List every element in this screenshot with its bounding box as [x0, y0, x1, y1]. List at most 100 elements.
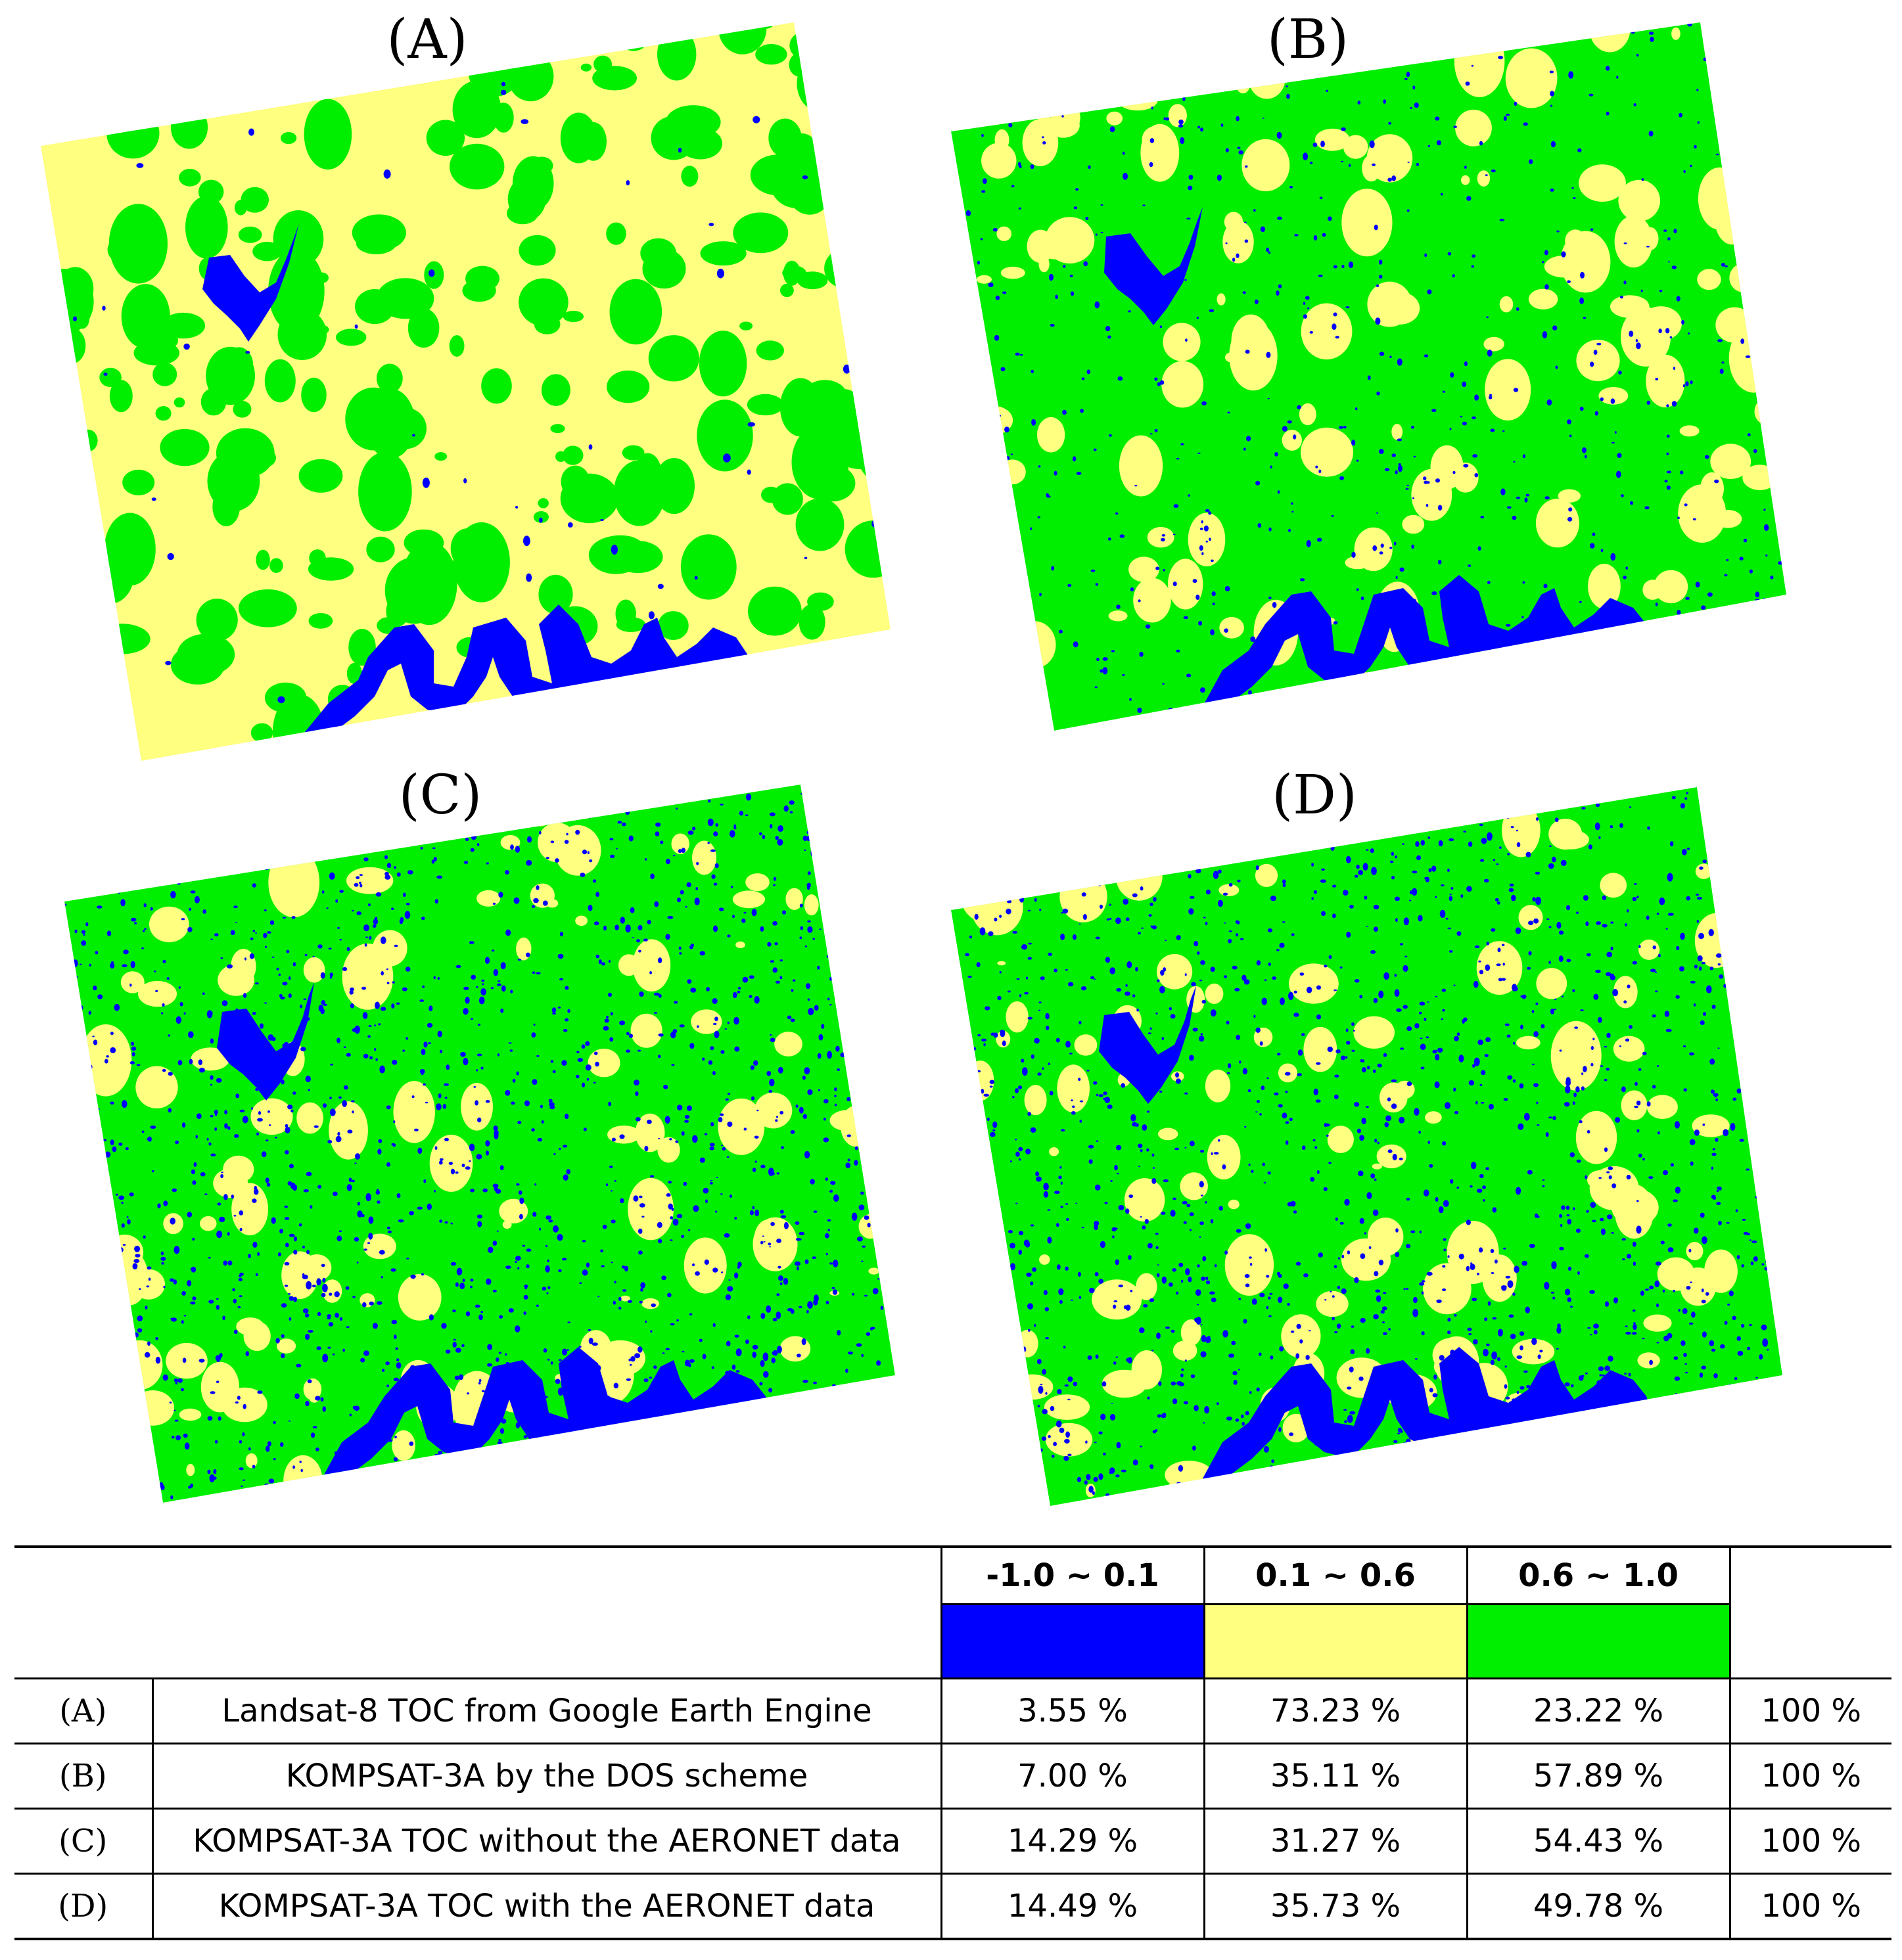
water-speckle	[1196, 316, 1199, 319]
water-speckle	[1503, 1247, 1506, 1250]
water-speckle	[371, 790, 375, 794]
water-speckle	[1636, 1404, 1642, 1411]
water-speckle	[407, 870, 413, 875]
water-speckle	[1705, 985, 1712, 993]
water-speckle	[1205, 1280, 1211, 1285]
water-speckle	[168, 1108, 172, 1113]
water-speckle	[1550, 91, 1554, 97]
water-speckle	[1497, 947, 1501, 953]
water-speckle	[1516, 842, 1521, 848]
water-speckle	[322, 1283, 328, 1292]
water-speckle	[1199, 980, 1203, 982]
water-speckle	[182, 1357, 187, 1363]
water-speckle	[679, 952, 682, 955]
water-speckle	[1395, 576, 1398, 580]
water-speckle	[1477, 546, 1481, 551]
water-speckle	[1495, 898, 1499, 901]
water-speckle	[1747, 433, 1751, 437]
water-speckle	[969, 393, 971, 396]
water-speckle	[1450, 1361, 1456, 1365]
water-speckle	[1331, 514, 1334, 517]
water-speckle	[1504, 787, 1510, 795]
water-speckle	[1200, 1149, 1205, 1153]
water-speckle	[1173, 1197, 1176, 1200]
bare-patch	[515, 1489, 531, 1503]
water-speckle	[1691, 1311, 1696, 1318]
water-speckle	[1403, 1005, 1408, 1009]
water-speckle	[1557, 1323, 1561, 1328]
water-speckle	[389, 823, 392, 827]
water-speckle	[720, 1145, 724, 1147]
water-speckle	[421, 917, 425, 921]
water-speckle	[1106, 918, 1109, 921]
bare-patch	[1039, 1254, 1050, 1265]
water-speckle	[1341, 127, 1346, 131]
water-speckle	[1437, 505, 1443, 511]
water-speckle	[1364, 790, 1370, 796]
water-speckle	[561, 1060, 567, 1066]
water-speckle	[434, 1453, 439, 1457]
bare-patch	[1753, 621, 1786, 687]
water-speckle	[213, 790, 219, 794]
water-speckle	[1324, 652, 1328, 654]
water-speckle	[1109, 903, 1111, 906]
water-speckle	[1176, 457, 1180, 460]
water-speckle	[1201, 552, 1204, 555]
water-speckle	[515, 846, 521, 853]
water-speckle	[1718, 1221, 1722, 1225]
water-speckle	[283, 793, 287, 798]
water-speckle	[439, 1158, 444, 1161]
water-speckle	[269, 1124, 271, 1126]
water-speckle	[361, 986, 367, 990]
ndvi-map-a	[41, 22, 891, 761]
water-speckle	[1218, 1139, 1220, 1142]
water-speckle	[499, 1165, 504, 1170]
water-speckle	[262, 1151, 267, 1158]
water-speckle	[252, 1198, 257, 1203]
water-speckle	[354, 1237, 360, 1242]
water-speckle	[738, 1486, 744, 1493]
water-speckle	[155, 1356, 161, 1364]
water-speckle	[534, 1456, 538, 1461]
water-speckle	[1681, 319, 1684, 325]
water-speckle	[410, 1274, 416, 1279]
water-speckle	[544, 1396, 548, 1399]
water-speckle	[306, 1172, 312, 1177]
water-speckle	[496, 1230, 499, 1232]
water-speckle	[1263, 1181, 1266, 1184]
water-speckle	[1333, 265, 1337, 269]
water-speckle	[162, 1068, 166, 1072]
water-speckle	[807, 998, 810, 1001]
water-speckle	[1492, 1317, 1497, 1320]
water-speckle	[284, 1205, 289, 1208]
water-speckle	[1656, 1342, 1659, 1344]
water-speckle	[1605, 66, 1610, 71]
water-speckle	[563, 1174, 568, 1181]
water-speckle	[1291, 511, 1294, 513]
water-speckle	[386, 982, 390, 984]
water-speckle	[135, 1444, 140, 1449]
water-speckle	[1395, 470, 1398, 474]
water-speckle	[1208, 511, 1212, 515]
water-speckle	[126, 1495, 128, 1497]
water-speckle	[1285, 1140, 1289, 1145]
bare-patch	[1013, 836, 1048, 854]
water-speckle	[988, 606, 993, 614]
water-speckle	[1579, 406, 1584, 411]
water-speckle	[1581, 807, 1586, 810]
water-speckle	[1211, 1152, 1213, 1156]
water-speckle	[499, 1315, 503, 1319]
bare-patch	[1554, 1043, 1574, 1065]
water-speckle	[708, 799, 711, 803]
water-speckle	[463, 986, 469, 990]
water-speckle	[1598, 1485, 1604, 1490]
water-speckle	[1067, 982, 1074, 987]
water-speckle	[1042, 1369, 1046, 1375]
water-speckle	[1418, 1412, 1423, 1415]
vegetation-patch	[820, 649, 866, 677]
water-speckle	[1031, 1054, 1034, 1059]
water-speckle	[382, 846, 386, 850]
water-speckle	[632, 937, 634, 938]
water-speckle	[1504, 1023, 1510, 1026]
water-speckle	[437, 976, 440, 980]
